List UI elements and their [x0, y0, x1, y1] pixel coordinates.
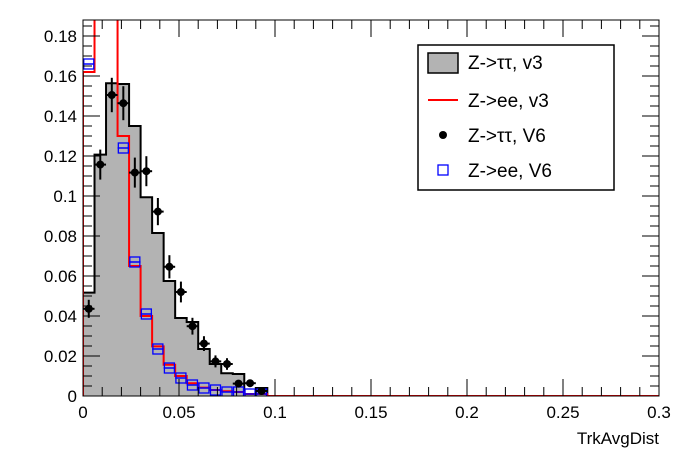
y-tick-label: 0.02	[44, 347, 77, 366]
hist-fill-ztautau-v3	[83, 83, 268, 396]
zee-v6-point	[209, 384, 222, 396]
legend-swatch-ztautau-v3	[427, 52, 459, 74]
plot-area	[83, 20, 659, 396]
ztautau-v6-point	[246, 379, 255, 388]
zee-v6-point	[175, 372, 187, 384]
ztautau-v6-point	[199, 339, 208, 348]
x-axis-label: TrkAvgDist	[577, 429, 659, 448]
ztautau-v6-point	[234, 379, 243, 388]
y-tick-label: 0.12	[44, 147, 77, 166]
ztautau-v6-point	[119, 99, 128, 108]
y-tick-label: 0.08	[44, 227, 77, 246]
legend-label: Z->ττ, V6	[468, 126, 546, 147]
ztautau-v6-point	[165, 262, 174, 271]
ztautau-v6-point	[84, 304, 93, 313]
ztautau-v6-point	[188, 322, 197, 331]
zee-v6-point	[198, 382, 210, 394]
legend-label: Z->ττ, v3	[468, 53, 543, 74]
legend-label: Z->ee, v3	[468, 91, 549, 112]
ztautau-v6-point	[211, 357, 220, 366]
ztautau-v6-point	[176, 288, 185, 296]
zee-v6-point	[221, 386, 233, 396]
zee-v6-point	[129, 256, 141, 268]
x-tick-label: 0.1	[263, 403, 287, 422]
y-tick-label: 0.04	[44, 307, 77, 326]
zee-v6-point	[117, 142, 129, 154]
y-tick-label: 0.16	[44, 67, 77, 86]
y-tick-label: 0	[68, 387, 77, 406]
legend-label: Z->ee, V6	[468, 161, 552, 182]
ztautau-v6-point	[257, 387, 266, 395]
y-tick-label: 0.14	[44, 107, 77, 126]
x-tick-label: 0.15	[354, 403, 387, 422]
x-tick-label: 0.25	[546, 403, 579, 422]
zee-v6-point	[186, 379, 199, 391]
y-tick-label: 0.18	[44, 27, 77, 46]
legend-swatch-zee-v6	[437, 164, 449, 176]
zee-v6-point	[244, 388, 256, 396]
y-tick-label: 0.1	[53, 187, 77, 206]
x-tick-label: 0.3	[647, 403, 671, 422]
ztautau-v6-point	[142, 167, 151, 176]
zee-v6-point	[152, 343, 164, 355]
x-tick-label: 0	[78, 403, 87, 422]
ztautau-v6-point	[107, 91, 116, 99]
zee-v6-point	[83, 58, 95, 70]
zee-v6-point	[140, 308, 153, 320]
ztautau-v6-point	[96, 160, 105, 169]
legend: Z->ττ, v3 Z->ee, v3 Z->ττ, V6 Z->ee, V6	[417, 44, 615, 191]
y-tick-label: 0.06	[44, 267, 77, 286]
zee-v6-point	[163, 362, 176, 374]
ztautau-v6-point	[223, 360, 231, 368]
legend-swatch-ztautau-v6	[439, 131, 447, 139]
ztautau-v6-point	[130, 168, 139, 177]
x-tick-label: 0.2	[455, 403, 479, 422]
ztautau-v6-point	[153, 207, 162, 216]
x-tick-label: 0.05	[162, 403, 195, 422]
